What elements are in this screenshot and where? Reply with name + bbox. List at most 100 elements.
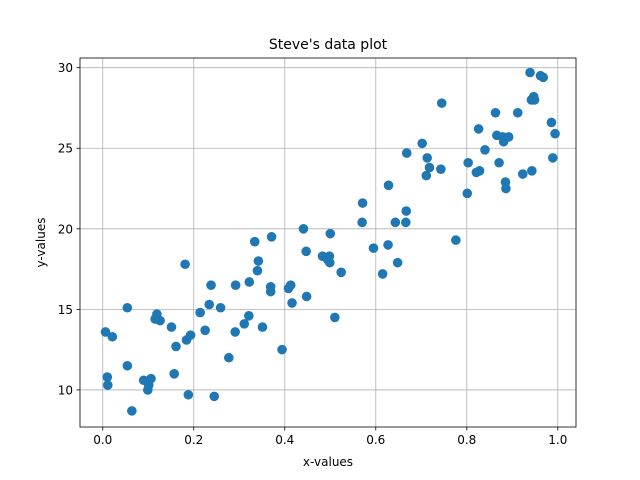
data-point [169, 369, 179, 379]
x-axis-label: x-values [303, 455, 353, 469]
data-point [244, 311, 254, 321]
data-point [422, 153, 433, 163]
x-axis-ticks: 0.0 0.2 0.4 0.6 0.8 1.0 [93, 427, 567, 447]
x-tick-label: 0.8 [457, 433, 476, 447]
data-point [155, 315, 165, 326]
y-tick-label: 10 [58, 383, 73, 397]
data-point [336, 267, 346, 278]
data-point [503, 132, 514, 142]
data-point [122, 360, 133, 371]
data-point [239, 319, 250, 329]
data-point [424, 162, 435, 173]
data-point [215, 302, 226, 313]
y-axis-ticks: 10 15 20 25 30 [58, 61, 80, 397]
data-point [517, 169, 528, 179]
data-point [100, 327, 111, 337]
x-tick-label: 1.0 [548, 433, 567, 447]
data-point [285, 280, 296, 291]
y-axis-label: y-values [34, 218, 48, 268]
data-point [494, 157, 504, 168]
data-point [436, 98, 447, 108]
data-point [401, 217, 411, 228]
data-point [244, 277, 255, 287]
data-point [463, 157, 473, 168]
data-point [325, 228, 336, 239]
data-point [392, 257, 403, 268]
x-tick-label: 0.2 [184, 433, 203, 447]
data-point [462, 188, 473, 199]
data-point [529, 95, 540, 105]
data-point [298, 224, 309, 234]
data-point [253, 256, 264, 266]
data-point [357, 198, 368, 208]
data-point [122, 302, 133, 313]
data-point [200, 325, 210, 336]
data-point [230, 280, 241, 291]
data-point [357, 217, 367, 228]
data-point [512, 107, 523, 118]
data-point [265, 286, 276, 297]
x-tick-label: 0.4 [275, 433, 294, 447]
data-point [480, 145, 490, 155]
data-point [252, 265, 263, 276]
data-point [257, 322, 268, 332]
data-point [401, 148, 412, 158]
grid [80, 58, 576, 427]
data-point [180, 259, 190, 270]
data-point [230, 327, 240, 337]
data-point [102, 372, 113, 382]
data-point [195, 307, 205, 318]
data-point [204, 299, 215, 310]
data-point [546, 117, 557, 128]
data-point [525, 67, 535, 78]
plot-frame [79, 57, 577, 428]
data-point [550, 128, 560, 139]
data-point [501, 183, 511, 194]
data-point [249, 236, 260, 247]
data-point [436, 164, 446, 174]
data-point [538, 72, 549, 83]
data-point [473, 124, 484, 134]
data-point [301, 246, 311, 257]
data-point [330, 312, 340, 323]
data-point [383, 240, 393, 250]
y-tick-label: 15 [58, 303, 73, 317]
data-point [301, 291, 312, 302]
x-tick-label: 0.0 [93, 433, 112, 447]
data-point [277, 344, 287, 355]
data-point [377, 269, 388, 279]
data-point [185, 330, 196, 340]
data-points [100, 67, 560, 416]
data-point [325, 257, 335, 268]
data-point [287, 298, 297, 308]
data-point [390, 217, 401, 228]
data-point [166, 322, 177, 332]
data-point [127, 406, 137, 416]
data-point [527, 165, 537, 176]
data-point [417, 138, 427, 149]
data-point [224, 352, 234, 363]
data-point [206, 280, 216, 291]
data-point [383, 180, 394, 191]
data-point [547, 153, 558, 163]
chart-title: Steve's data plot [269, 37, 388, 53]
data-point [183, 389, 194, 400]
data-point [107, 331, 118, 342]
y-tick-label: 20 [58, 222, 73, 236]
y-tick-label: 30 [58, 61, 73, 75]
data-point [474, 165, 485, 176]
data-point [146, 373, 156, 384]
data-point [266, 232, 277, 242]
data-point [102, 380, 113, 390]
y-tick-label: 25 [58, 142, 73, 156]
x-tick-label: 0.6 [366, 433, 385, 447]
data-point [368, 243, 379, 253]
data-point [490, 107, 501, 118]
data-point [401, 206, 412, 216]
data-point [209, 391, 220, 402]
data-point [421, 170, 432, 181]
data-point [451, 235, 461, 245]
data-point [171, 341, 181, 352]
